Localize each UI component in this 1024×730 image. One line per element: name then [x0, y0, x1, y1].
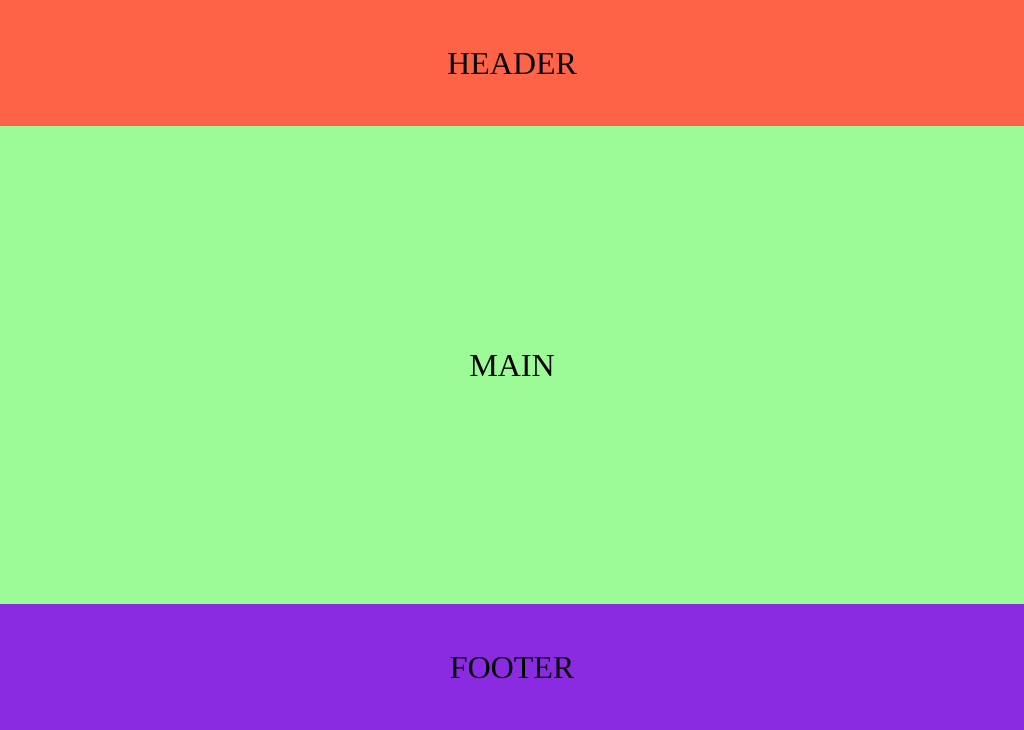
footer-label: FOOTER: [449, 649, 575, 685]
header-label: HEADER: [447, 45, 577, 81]
main-section: MAIN: [0, 126, 1024, 604]
footer-section: FOOTER: [0, 604, 1024, 730]
header-section: HEADER: [0, 0, 1024, 126]
main-label: MAIN: [469, 347, 555, 383]
